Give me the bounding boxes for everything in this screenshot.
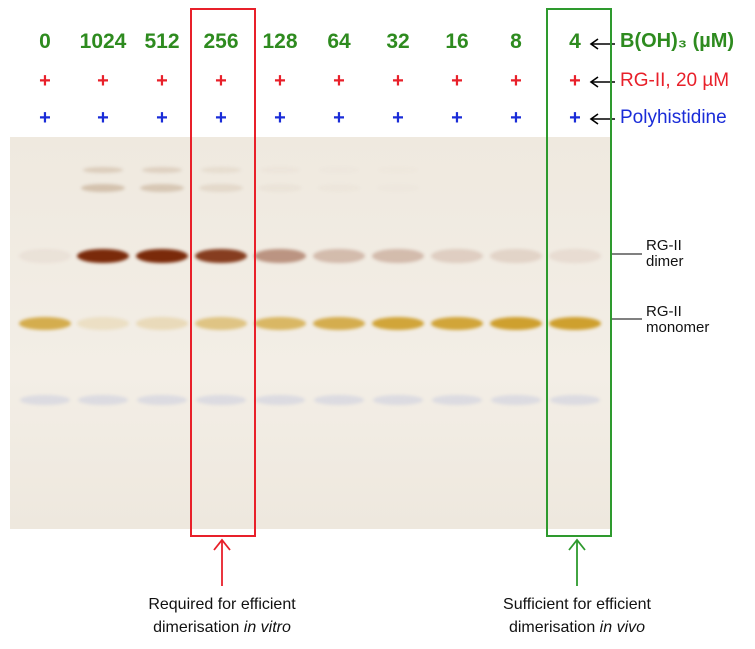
polyhis-band-lane-1024	[78, 395, 128, 405]
top-band-lane-256	[201, 167, 241, 173]
rgii-plus-3: +	[215, 70, 227, 92]
green-box-arrow	[568, 538, 586, 586]
top-band-lane-64	[319, 167, 359, 173]
polyhis-band-lane-64	[314, 395, 364, 405]
monomer-label-line1: RG-II	[646, 303, 682, 320]
dimer-band-lane-16	[431, 249, 483, 263]
top-band-lane-1024	[83, 167, 123, 173]
boron-row-label: B(OH)₃ (µM)	[620, 30, 735, 52]
upper-band-lane-256	[199, 184, 243, 192]
polyhis-band-lane-512	[137, 395, 187, 405]
monomer-label-line2: monomer	[646, 319, 710, 336]
rgii-plus-1: +	[97, 70, 109, 92]
dimer-label-line2: dimer	[646, 253, 684, 270]
monomer-band-lane-4	[549, 316, 601, 330]
dimer-band-lane-0	[19, 249, 71, 263]
polyhis-band-lane-4	[550, 395, 600, 405]
lane-label-1024: 1024	[79, 30, 127, 53]
lane-label-128: 128	[262, 30, 298, 53]
monomer-band-lane-8	[490, 316, 542, 330]
lane-label-512: 512	[144, 30, 180, 53]
monomer-band-lane-64	[313, 316, 365, 330]
polyhis-plus-5: +	[333, 107, 345, 129]
upper-band-lane-1024	[81, 184, 125, 192]
monomer-band-lane-256	[195, 316, 247, 330]
note-in-vitro-line2: dimerisation in vitro	[112, 616, 332, 639]
polyhis-plus-2: +	[156, 107, 168, 129]
note-in-vitro-line1: Required for efficient	[148, 596, 296, 613]
monomer-band-lane-128	[254, 316, 306, 330]
upper-band-lane-512	[140, 184, 184, 192]
note-in-vitro-prefix: dimerisation	[153, 619, 244, 636]
polyhis-plus-1: +	[97, 107, 109, 129]
dimer-band-lane-1024	[77, 249, 129, 263]
lane-label-0: 0	[39, 30, 51, 53]
dimer-label: RG-II dimer	[646, 238, 684, 270]
note-in-vivo-line1: Sufficient for efficient	[503, 596, 651, 613]
gel-image	[10, 137, 610, 529]
rgii-plus-6: +	[392, 70, 404, 92]
monomer-band-lane-32	[372, 316, 424, 330]
monomer-band-lane-0	[19, 316, 71, 330]
dimer-band-lane-128	[254, 249, 306, 263]
dimer-band-lane-4	[549, 249, 601, 263]
polyhis-plus-7: +	[451, 107, 463, 129]
rgii-plus-0: +	[39, 70, 51, 92]
lane-label-64: 64	[327, 30, 351, 53]
lane-label-256: 256	[203, 30, 239, 53]
highlight-box-4	[546, 8, 612, 537]
note-in-vivo-italic: in vivo	[599, 619, 646, 636]
rgii-plus-7: +	[451, 70, 463, 92]
upper-band-lane-32	[376, 184, 420, 192]
upper-band-lane-128	[258, 184, 302, 192]
top-band-lane-32	[378, 167, 418, 173]
note-in-vivo: Sufficient for efficient dimerisation in…	[467, 593, 687, 639]
dimer-band-lane-8	[490, 249, 542, 263]
note-in-vivo-prefix: dimerisation	[508, 619, 600, 636]
top-band-lane-512	[142, 167, 182, 173]
lane-label-32: 32	[386, 30, 410, 53]
rgii-plus-9: +	[569, 70, 581, 92]
polyhis-plus-0: +	[39, 107, 51, 129]
note-in-vivo-line2: dimerisation in vivo	[467, 616, 687, 639]
polyhis-band-lane-256	[196, 395, 246, 405]
rgii-plus-2: +	[156, 70, 168, 92]
lane-label-8: 8	[510, 30, 522, 53]
lane-label-4: 4	[569, 30, 581, 53]
dimer-band-lane-64	[313, 249, 365, 263]
note-in-vitro-italic: in vitro	[243, 619, 291, 636]
polyhis-band-lane-128	[255, 395, 305, 405]
dimer-band-lane-256	[195, 249, 247, 263]
highlight-box-256	[190, 8, 256, 537]
polyhis-band-lane-8	[491, 395, 541, 405]
rgii-plus-4: +	[274, 70, 286, 92]
polyhis-band-lane-0	[20, 395, 70, 405]
polyhis-plus-4: +	[274, 107, 286, 129]
top-band-lane-128	[260, 167, 300, 173]
dimer-band-lane-32	[372, 249, 424, 263]
dimer-label-line1: RG-II	[646, 237, 682, 254]
upper-band-lane-64	[317, 184, 361, 192]
monomer-band-lane-16	[431, 316, 483, 330]
rgii-plus-8: +	[510, 70, 522, 92]
monomer-label: RG-II monomer	[646, 304, 709, 336]
lane-label-16: 16	[445, 30, 469, 53]
polyhis-band-lane-32	[373, 395, 423, 405]
rgii-plus-5: +	[333, 70, 345, 92]
red-box-arrow	[213, 538, 231, 586]
polyhis-plus-3: +	[215, 107, 227, 129]
monomer-band-lane-1024	[77, 316, 129, 330]
polyhis-plus-9: +	[569, 107, 581, 129]
monomer-band-lane-512	[136, 316, 188, 330]
polyhistidine-row-label: Polyhistidine	[620, 107, 727, 128]
polyhis-band-lane-16	[432, 395, 482, 405]
note-in-vitro: Required for efficient dimerisation in v…	[112, 593, 332, 639]
dimer-band-lane-512	[136, 249, 188, 263]
polyhis-plus-8: +	[510, 107, 522, 129]
polyhis-plus-6: +	[392, 107, 404, 129]
rgii-row-label: RG-II, 20 µM	[620, 70, 730, 91]
